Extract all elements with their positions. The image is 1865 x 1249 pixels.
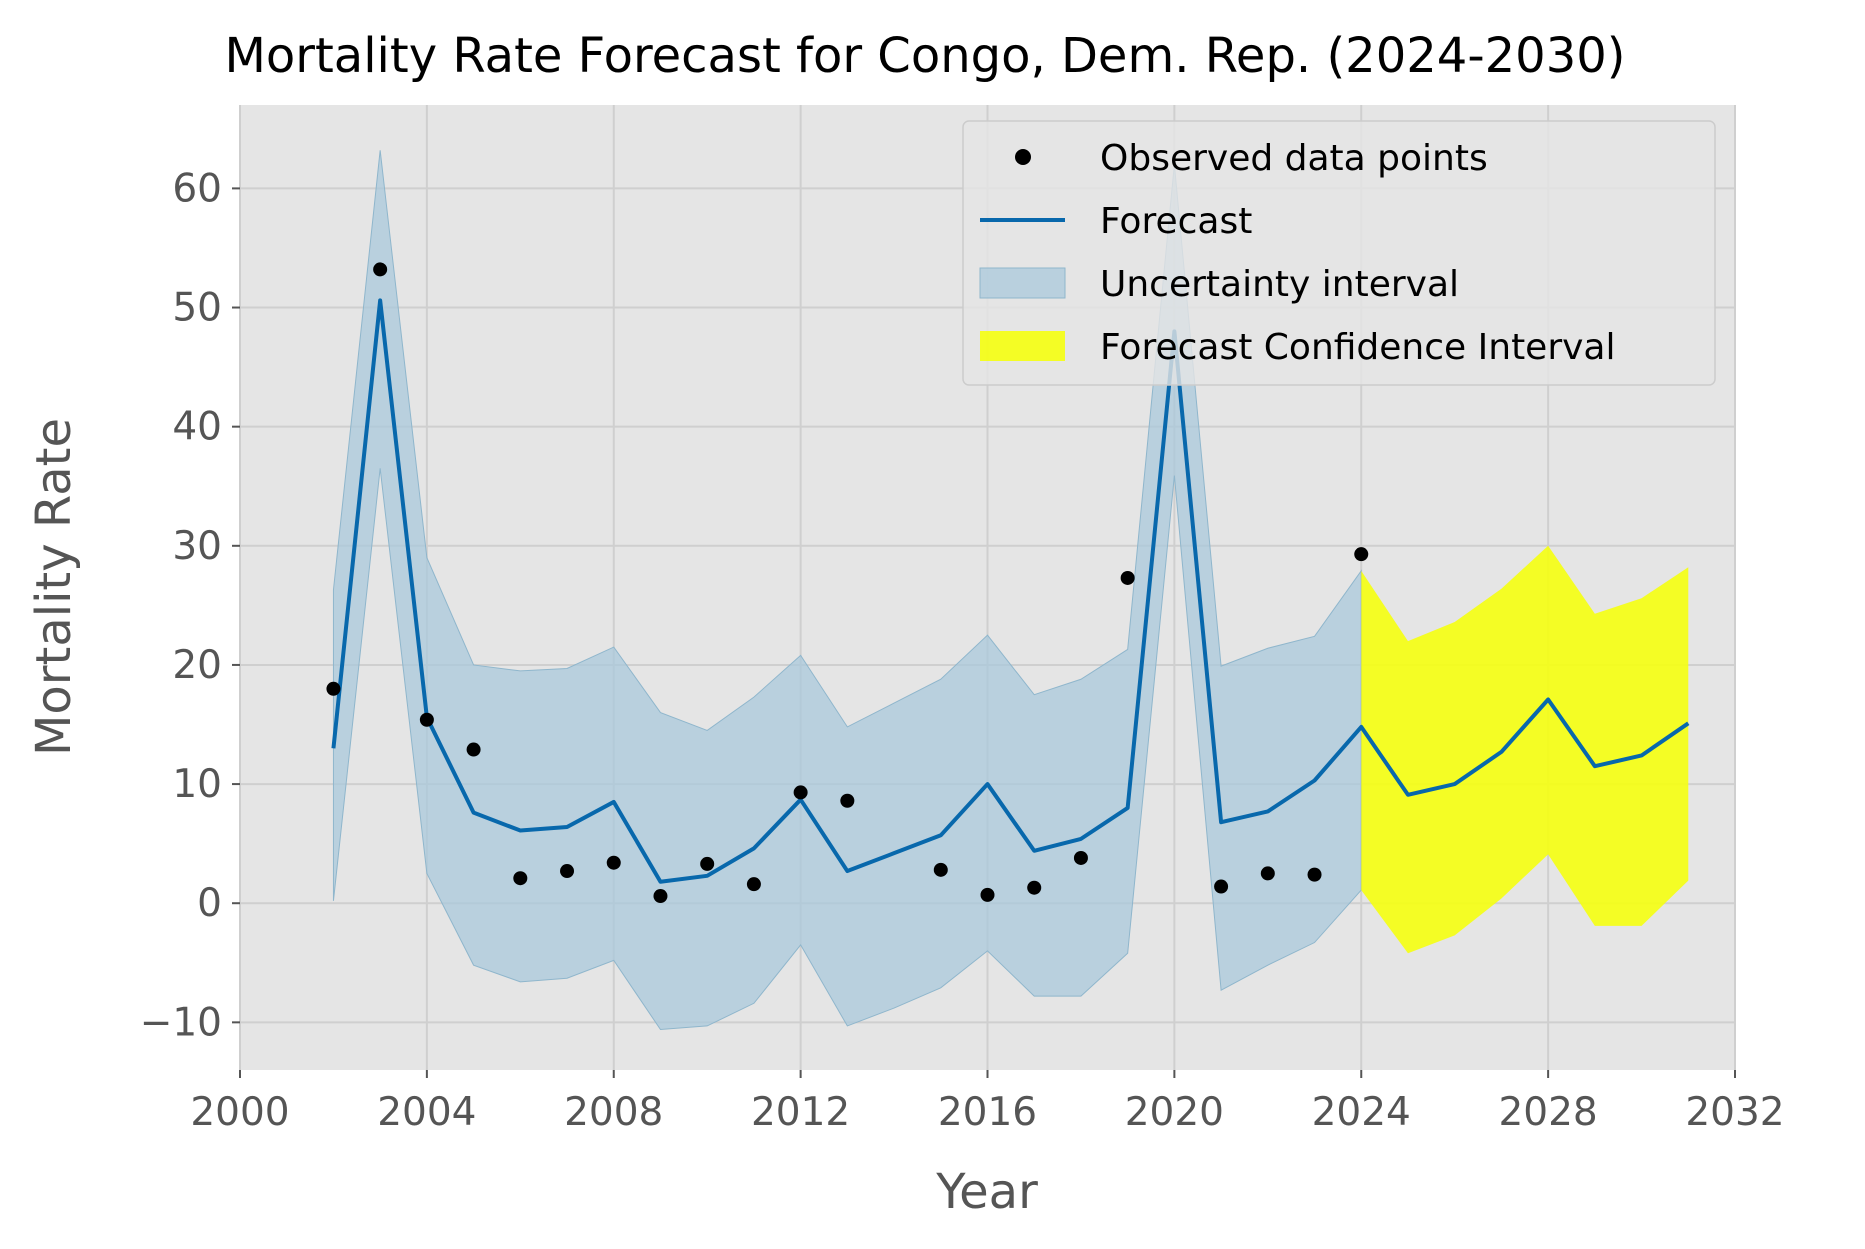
observed-point xyxy=(1214,879,1229,894)
x-tick-label: 2020 xyxy=(1125,1090,1224,1135)
x-tick-label: 2004 xyxy=(377,1090,476,1135)
observed-point xyxy=(1120,570,1135,585)
forecast-series xyxy=(331,298,1690,884)
observed-point xyxy=(700,856,715,871)
legend-marker-uncertainty xyxy=(979,267,1066,299)
observed-point xyxy=(793,785,808,800)
legend-frame xyxy=(962,120,1716,386)
forecast-confidence-band xyxy=(1361,545,1689,954)
observed-point xyxy=(419,712,434,727)
observed-points xyxy=(326,262,1369,904)
y-tick-label: 20 xyxy=(172,643,222,688)
legend-label-uncertainty: Uncertainty interval xyxy=(1100,264,1459,305)
observed-point xyxy=(840,793,855,808)
forecast-line xyxy=(331,298,1690,884)
observed-point xyxy=(1260,866,1275,881)
axis-ticks: 2000 2004 2008 2012 2016 2020 2024 2028 2032 −10 0… xyxy=(140,166,1785,1135)
observed-point xyxy=(606,855,621,870)
observed-point xyxy=(326,681,341,696)
y-tick-label: 10 xyxy=(172,762,222,807)
legend-marker-observed xyxy=(1015,149,1031,165)
x-tick-label: 2012 xyxy=(751,1090,850,1135)
legend-label-observed: Observed data points xyxy=(1100,138,1488,179)
observed-point xyxy=(1073,850,1088,865)
observed-point xyxy=(560,864,575,879)
y-tick-label: −10 xyxy=(140,1000,222,1045)
observed-point xyxy=(1307,867,1322,882)
chart-title: Mortality Rate Forecast for Congo, Dem. … xyxy=(224,28,1625,84)
y-axis-title: Mortality Rate xyxy=(26,418,82,756)
x-tick-label: 2008 xyxy=(564,1090,663,1135)
x-tick-label: 2028 xyxy=(1498,1090,1597,1135)
y-tick-label: 0 xyxy=(197,881,222,926)
legend-label-confidence: Forecast Confidence Interval xyxy=(1100,327,1616,368)
observed-point xyxy=(1354,547,1369,562)
x-tick-label: 2016 xyxy=(938,1090,1037,1135)
observed-point xyxy=(980,887,995,902)
legend-marker-confidence xyxy=(980,331,1065,361)
y-tick-label: 60 xyxy=(172,166,222,211)
observed-point xyxy=(466,742,481,757)
interval-bands xyxy=(332,150,1689,1031)
legend-label-forecast: Forecast xyxy=(1100,201,1252,242)
y-tick-label: 40 xyxy=(172,405,222,450)
x-axis-title: Year xyxy=(935,1164,1038,1220)
observed-point xyxy=(373,262,388,277)
observed-point xyxy=(746,877,761,892)
legend: Observed data points Forecast Uncertaint… xyxy=(962,120,1716,386)
y-tick-label: 30 xyxy=(172,524,222,569)
observed-point xyxy=(933,862,948,877)
observed-point xyxy=(1027,880,1042,895)
observed-point xyxy=(653,889,668,904)
x-tick-label: 2032 xyxy=(1685,1090,1784,1135)
y-tick-label: 50 xyxy=(172,286,222,331)
observed-point xyxy=(513,871,528,886)
x-tick-label: 2000 xyxy=(190,1090,289,1135)
x-tick-label: 2024 xyxy=(1312,1090,1411,1135)
